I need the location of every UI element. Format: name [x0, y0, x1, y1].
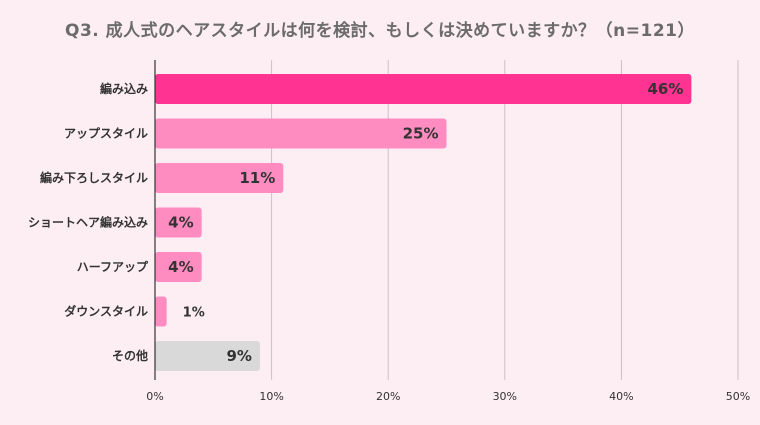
data-label: 4% [168, 214, 193, 232]
data-label: 11% [239, 169, 275, 187]
category-label: アップスタイル [64, 126, 148, 141]
x-tick-label: 50% [726, 390, 750, 403]
bar [155, 252, 202, 282]
data-label: 25% [403, 125, 439, 143]
x-tick-label: 0% [146, 390, 163, 403]
bar [155, 118, 447, 149]
category-label: 編み込み [100, 81, 148, 96]
category-label: ダウンスタイル [64, 304, 148, 319]
chart-title: Q3. 成人式のヘアスタイルは何を検討、もしくは決めていますか？（n=121） [65, 21, 695, 41]
x-tick-label: 10% [259, 390, 283, 403]
bar [155, 296, 167, 327]
data-label: 9% [226, 347, 251, 365]
category-label: ショートヘア編み込み [28, 215, 148, 230]
data-label: 46% [647, 80, 683, 98]
bar [155, 207, 202, 238]
x-tick-label: 20% [376, 390, 400, 403]
bar [155, 341, 260, 371]
x-tick-label: 30% [493, 390, 517, 403]
bar [155, 163, 284, 193]
bar [155, 74, 692, 104]
category-label: その他 [112, 348, 148, 363]
data-label: 1% [183, 306, 205, 321]
x-tick-label: 40% [609, 390, 633, 403]
category-label: 編み下ろしスタイル [40, 170, 148, 185]
data-label: 4% [168, 258, 193, 276]
category-label: ハーフアップ [77, 259, 149, 274]
